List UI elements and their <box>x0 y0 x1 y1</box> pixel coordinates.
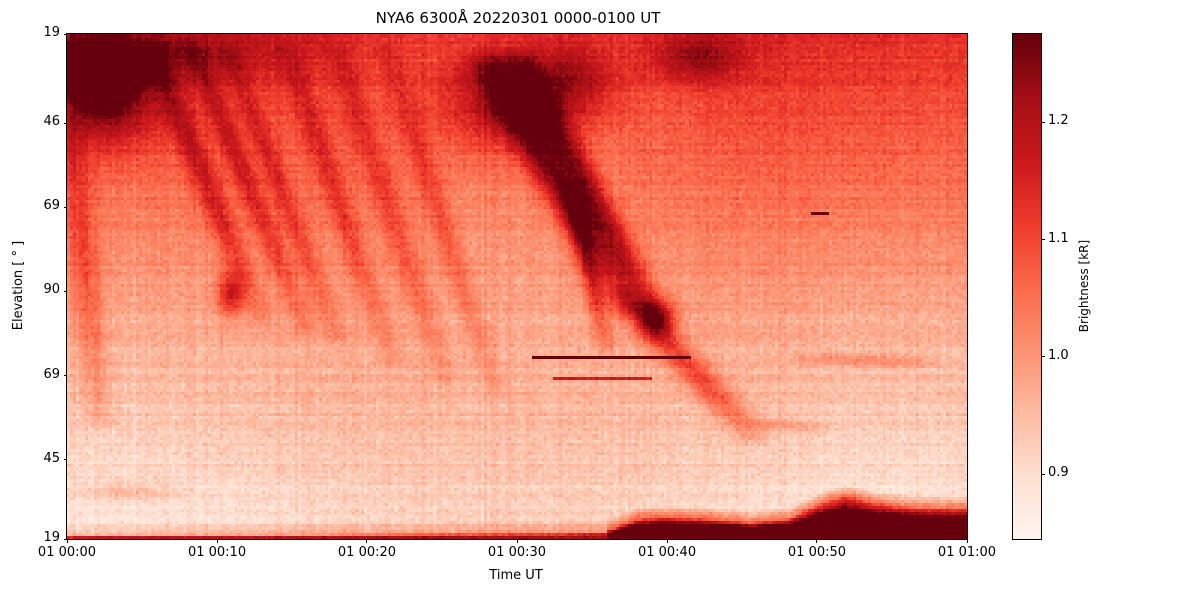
y-tick-label: 69 <box>43 366 60 382</box>
x-tick-mark <box>216 539 218 543</box>
y-tick-mark <box>63 206 67 208</box>
y-tick-label: 19 <box>43 25 60 40</box>
y-tick-mark <box>63 290 67 292</box>
colorbar-tick-mark <box>1041 121 1045 123</box>
y-tick-mark <box>63 538 67 540</box>
keogram-heatmap-image <box>67 34 967 539</box>
y-tick-label: 69 <box>43 198 60 214</box>
colorbar-tick-label: 1.0 <box>1048 347 1069 363</box>
x-tick-label: 01 00:10 <box>187 545 247 560</box>
x-tick-mark <box>366 539 368 543</box>
colorbar-tick-mark <box>1041 239 1045 241</box>
keogram-heatmap-axes: 19 46 69 90 69 45 19 01 00:00 01 00:10 01 00:20 0… <box>38 25 996 560</box>
y-tick-mark <box>63 122 67 124</box>
colorbar-tick-label: 1.1 <box>1048 230 1069 246</box>
y-tick-label: 19 <box>43 530 60 545</box>
y-tick-label: 90 <box>43 282 60 298</box>
x-tick-label: 01 00:30 <box>487 545 547 560</box>
y-axis-label: Elevation [ ° ] <box>10 33 28 538</box>
x-tick-mark <box>966 539 968 543</box>
colorbar-label: Brightness [kR] <box>1075 33 1093 538</box>
y-tick-mark <box>63 375 67 377</box>
x-tick-label: 01 00:50 <box>787 545 847 560</box>
y-tick-mark <box>63 459 67 461</box>
colorbar-axes: 0.9 1.0 1.1 1.2 <box>1012 33 1069 540</box>
y-tick-label: 45 <box>43 450 60 466</box>
colorbar-tick-mark <box>1041 356 1045 358</box>
page-title: NYA6 6300Å 20220301 0000-0100 UT <box>375 9 661 27</box>
x-tick-mark <box>666 539 668 543</box>
x-tick-label: 01 00:40 <box>637 545 697 560</box>
y-axis-label-text: Elevation [ ° ] <box>11 240 27 331</box>
colorbar-label-text: Brightness [kR] <box>1077 239 1092 332</box>
x-axis-label: Time UT <box>489 568 543 583</box>
x-tick-label: 01 01:00 <box>937 545 997 560</box>
y-tick-mark <box>63 33 67 35</box>
x-tick-mark <box>816 539 818 543</box>
colorbar-gradient <box>1013 34 1041 539</box>
x-tick-mark <box>516 539 518 543</box>
colorbar-tick-label: 1.2 <box>1048 113 1069 129</box>
colorbar-tick-mark <box>1041 473 1045 475</box>
y-tick-label: 46 <box>43 114 60 130</box>
x-tick-label: 01 00:20 <box>337 545 397 560</box>
colorbar-tick-label: 0.9 <box>1048 465 1069 481</box>
x-tick-mark <box>66 539 68 543</box>
x-tick-label: 01 00:00 <box>37 545 97 560</box>
